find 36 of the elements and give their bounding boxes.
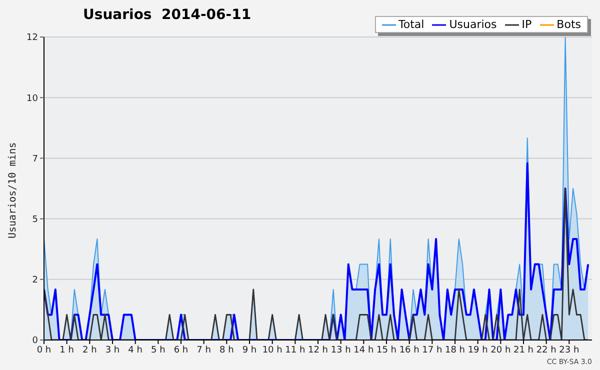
y-tick-label: 12	[26, 33, 38, 44]
x-tick-label: 22 h	[536, 345, 556, 356]
x-tick-label: 8 h	[220, 345, 234, 356]
chart-title: Usuarios 2014-06-11	[83, 7, 252, 23]
x-tick-label: 10 h	[262, 345, 282, 356]
x-tick-label: 14 h	[354, 345, 374, 356]
x-tick-label: 1 h	[60, 345, 74, 356]
y-tick-label: 0	[32, 336, 38, 346]
x-tick-label: 18 h	[444, 345, 466, 356]
x-tick-label: 4 h	[128, 345, 142, 356]
x-tick-label: 9 h	[242, 345, 257, 356]
y-axis-title: Usuarios/10 mins	[8, 142, 19, 238]
x-tick-label: 2 h	[82, 345, 97, 356]
x-tick-label: 21 h	[513, 345, 534, 356]
legend-label: IP	[522, 18, 532, 31]
x-tick-label: 0 h	[36, 345, 52, 356]
x-tick-label: 3 h	[105, 345, 120, 356]
x-tick-label: 19 h	[468, 345, 488, 356]
x-tick-label: 7 h	[196, 345, 211, 356]
x-tick-label: 16 h	[399, 345, 420, 356]
y-tick-label: 5	[32, 214, 38, 225]
y-tick-label: 2	[32, 276, 38, 286]
legend-label: Total	[398, 18, 424, 31]
x-tick-label: 11 h	[285, 345, 306, 356]
y-tick-label: 10	[26, 94, 38, 104]
legend-label: Bots	[556, 18, 581, 31]
x-tick-label: 12 h	[308, 345, 328, 356]
x-tick-label: 5 h	[151, 345, 166, 356]
x-tick-label: 23 h	[559, 345, 580, 356]
y-tick-label: 7	[32, 154, 38, 164]
legend-label: Usuarios	[449, 18, 497, 31]
x-tick-label: 20 h	[490, 345, 511, 356]
x-tick-label: 17 h	[422, 345, 442, 356]
x-tick-label: 6 h	[174, 345, 188, 356]
x-tick-label: 13 h	[330, 345, 351, 356]
x-tick-label: 15 h	[376, 345, 397, 356]
